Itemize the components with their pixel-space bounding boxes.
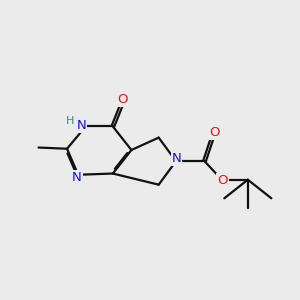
Text: O: O (209, 126, 220, 139)
Text: N: N (76, 119, 86, 132)
Text: N: N (172, 152, 182, 165)
Text: O: O (118, 93, 128, 106)
Text: N: N (72, 171, 82, 184)
Text: O: O (217, 175, 228, 188)
Text: H: H (66, 116, 74, 126)
